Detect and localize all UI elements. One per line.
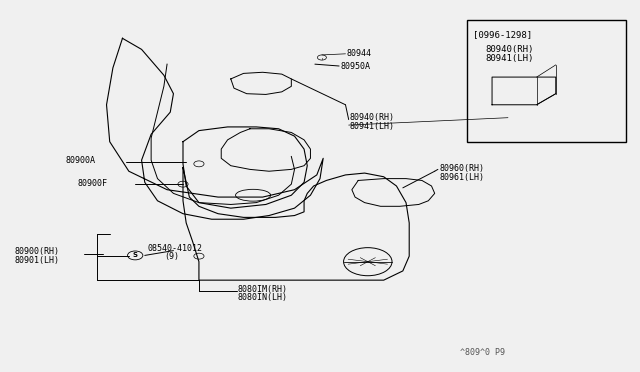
Text: 8080IN(LH): 8080IN(LH) bbox=[237, 293, 287, 302]
Text: 80900A: 80900A bbox=[65, 156, 95, 166]
Text: 80941(LH): 80941(LH) bbox=[350, 122, 395, 131]
Text: 80900(RH): 80900(RH) bbox=[14, 247, 59, 256]
Bar bbox=[467, 20, 626, 142]
Text: 80944: 80944 bbox=[347, 49, 372, 58]
Text: [0996-1298]: [0996-1298] bbox=[473, 30, 532, 39]
Text: (9): (9) bbox=[164, 252, 179, 262]
Text: 80940(RH): 80940(RH) bbox=[486, 45, 534, 54]
Text: ^809^0 P9: ^809^0 P9 bbox=[460, 348, 505, 357]
Text: S: S bbox=[132, 253, 138, 259]
Text: 80940(RH): 80940(RH) bbox=[350, 113, 395, 122]
Text: 80960(RH): 80960(RH) bbox=[440, 164, 484, 173]
Text: 8080IM(RH): 8080IM(RH) bbox=[237, 285, 287, 294]
Text: 80941(LH): 80941(LH) bbox=[486, 54, 534, 63]
Text: 80900F: 80900F bbox=[78, 179, 108, 187]
Text: 80961(LH): 80961(LH) bbox=[440, 173, 484, 182]
Text: 08540-41012: 08540-41012 bbox=[148, 244, 203, 253]
Text: 80950A: 80950A bbox=[340, 61, 371, 71]
Text: 80901(LH): 80901(LH) bbox=[14, 256, 59, 265]
